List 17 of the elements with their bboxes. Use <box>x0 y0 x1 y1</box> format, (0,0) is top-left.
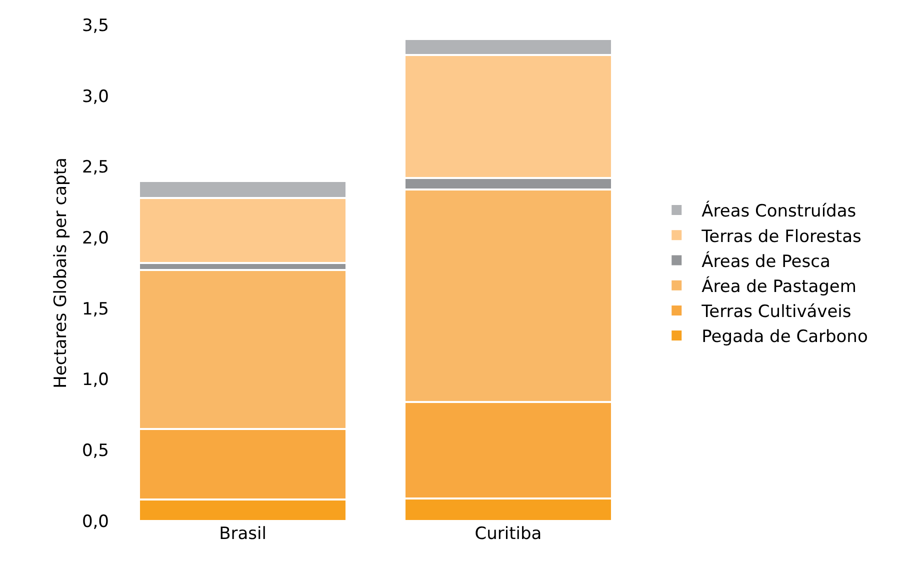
legend-label: Terras de Florestas <box>700 226 862 247</box>
y-tick-label: 3,0 <box>82 86 109 107</box>
y-tick-label: 3,5 <box>82 16 109 36</box>
x-tick-label: Curitiba <box>474 524 542 544</box>
y-tick-label: 2,5 <box>82 158 109 178</box>
legend-label: Áreas Construídas <box>702 200 856 222</box>
legend-label: Pegada de Carbono <box>702 327 868 348</box>
legend-label: Área de Pastagem <box>702 276 856 297</box>
y-tick-label: 1,0 <box>82 370 109 390</box>
legend-label: Áreas de Pesca <box>702 250 830 272</box>
y-tick-label: 1,5 <box>82 299 109 320</box>
y-tick-label: 2,0 <box>82 228 109 249</box>
y-axis-title: Hectares Globais per capta <box>51 158 71 388</box>
x-tick-label: Brasil <box>219 524 266 544</box>
legend-label: Terras Cultiváveis <box>700 302 852 322</box>
y-tick-label: 0,5 <box>82 441 109 462</box>
y-tick-label: 0,0 <box>82 512 109 532</box>
